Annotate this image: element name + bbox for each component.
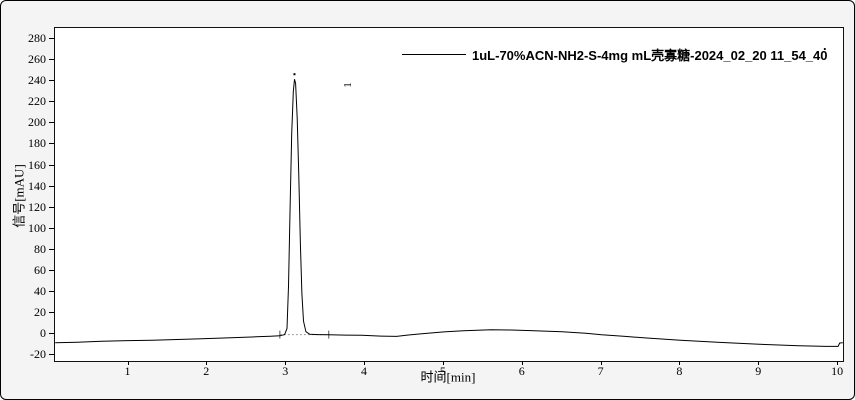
y-tick-mark bbox=[49, 143, 54, 145]
legend-line-sample bbox=[402, 53, 466, 55]
y-tick-label: 180 bbox=[28, 136, 46, 151]
y-tick-mark bbox=[49, 206, 54, 208]
x-tick-mark bbox=[679, 361, 681, 365]
x-tick-label: 6 bbox=[518, 364, 525, 378]
y-tick-mark bbox=[49, 38, 54, 40]
y-tick-label: 280 bbox=[28, 31, 46, 46]
y-tick-mark bbox=[49, 59, 54, 61]
x-tick-mark bbox=[758, 361, 760, 365]
x-tick-label: 10 bbox=[831, 364, 844, 378]
x-tick-mark bbox=[837, 361, 839, 365]
x-tick-label: 2 bbox=[203, 364, 210, 378]
y-tick-label: 20 bbox=[34, 304, 46, 319]
y-tick-mark bbox=[49, 164, 54, 166]
legend: 1uL-70%ACN-NH2-S-4mg mL壳寡糖-2024_02_20 11… bbox=[402, 45, 828, 63]
y-tick-mark bbox=[49, 311, 54, 313]
y-tick-mark bbox=[49, 185, 54, 187]
chromatogram-trace bbox=[55, 73, 843, 347]
y-tick-mark bbox=[49, 332, 54, 334]
x-tick-mark bbox=[285, 361, 287, 365]
y-tick-mark bbox=[49, 269, 54, 271]
y-tick-label: 100 bbox=[28, 220, 46, 235]
x-tick-mark bbox=[364, 361, 365, 365]
y-tick-mark bbox=[49, 353, 54, 355]
y-tick-mark bbox=[49, 290, 54, 292]
x-tick-mark bbox=[600, 361, 602, 365]
legend-trailing-dot: . bbox=[823, 38, 827, 53]
peak-apex-marker bbox=[293, 73, 296, 76]
y-tick-label: 240 bbox=[28, 73, 46, 88]
x-tick-mark bbox=[442, 361, 444, 365]
y-tick-label: 260 bbox=[28, 52, 46, 67]
y-tick-mark bbox=[49, 248, 54, 250]
y-tick-label: 40 bbox=[34, 283, 46, 298]
plot-area: 1uL-70%ACN-NH2-S-4mg mL壳寡糖-2024_02_20 11… bbox=[54, 27, 844, 362]
y-tick-label: -20 bbox=[30, 346, 46, 361]
x-tick-mark bbox=[127, 361, 129, 365]
y-tick-label: 160 bbox=[28, 157, 46, 172]
y-tick-mark bbox=[49, 80, 54, 82]
peak-1-label: 1 bbox=[342, 82, 355, 88]
y-tick-mark bbox=[49, 122, 54, 124]
legend-label: 1uL-70%ACN-NH2-S-4mg mL壳寡糖-2024_02_20 11… bbox=[472, 47, 828, 63]
x-tick-label: 5 bbox=[439, 364, 446, 378]
y-tick-label: 120 bbox=[28, 199, 46, 214]
y-tick-label: 220 bbox=[28, 94, 46, 109]
x-tick-label: 1 bbox=[124, 364, 131, 378]
signal-trace bbox=[55, 79, 843, 347]
x-tick-label: 9 bbox=[755, 364, 762, 378]
x-tick-mark bbox=[521, 361, 523, 365]
y-tick-label: 80 bbox=[34, 241, 46, 256]
y-tick-label: 60 bbox=[34, 262, 46, 277]
y-tick-label: 140 bbox=[28, 178, 46, 193]
x-tick-label: 4 bbox=[361, 364, 367, 378]
x-axis-ticks: 1 2 3 4 5 6 7 8 9 10 bbox=[54, 361, 844, 381]
x-tick-mark bbox=[206, 361, 208, 365]
x-tick-label: 7 bbox=[597, 364, 604, 378]
x-tick-label: 8 bbox=[676, 364, 683, 378]
y-tick-mark bbox=[49, 101, 54, 103]
y-tick-label: 200 bbox=[28, 115, 46, 130]
x-tick-label: 3 bbox=[282, 364, 289, 378]
y-tick-mark bbox=[49, 227, 54, 229]
y-tick-label: 0 bbox=[40, 325, 46, 340]
y-axis-ticks: -20 0 20 40 60 80 100 120 140 160 180 200 220 240 260 2… bbox=[1, 27, 54, 360]
x-axis-title: 时间[min] bbox=[420, 369, 476, 385]
